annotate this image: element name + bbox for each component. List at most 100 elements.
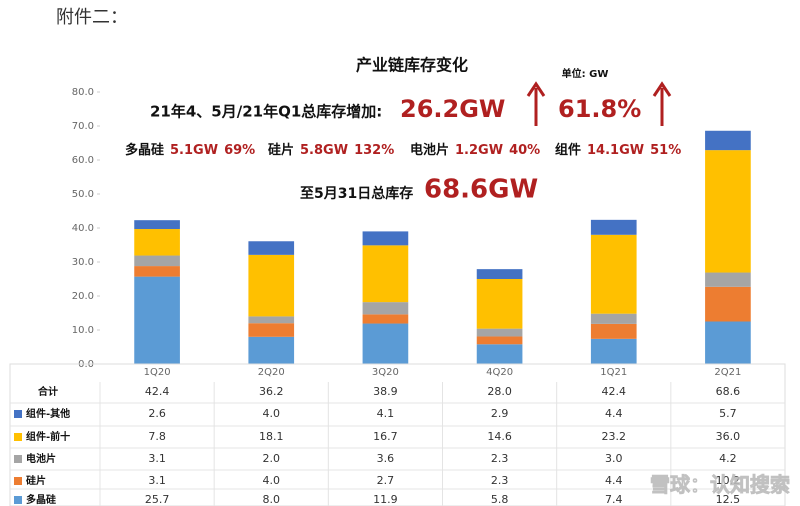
legend-label: 组件-前十 [26,430,70,443]
chart-title: 产业链库存变化 [356,56,468,75]
value-cell: 2.0 [263,452,281,465]
legend-swatch [14,455,22,463]
bar-segment [248,241,295,255]
legend-swatch [14,410,22,418]
table-frame [9,363,786,506]
bar-segment [248,336,295,364]
value-cell: 10.2 [716,474,741,487]
bar-segment [590,234,637,314]
value-cell: 2.9 [491,407,509,420]
bar-segment [705,272,751,287]
legend-label: 组件-其他 [26,407,70,420]
value-cell: 16.7 [373,430,398,443]
bar-segment [134,266,180,277]
item-name: 组件 [555,142,581,158]
unit: 单位: GW [562,67,609,80]
bar-segment [476,336,523,345]
item-pct: 69% [224,143,255,158]
bar-segment [248,316,295,324]
bar-segment [362,323,409,364]
value-cell: 14.6 [487,430,512,443]
legend-swatch [14,496,22,504]
bar-segment [362,245,409,303]
bar-segment [476,344,523,364]
value-cell: 4.1 [377,407,395,420]
item-value: 5.1GW [170,143,218,158]
item-pct: 51% [650,143,681,158]
x-tick-label: 3Q20 [372,367,399,378]
item-name: 电池片 [410,142,449,158]
value-cell: 23.2 [602,430,627,443]
bar-segment [362,314,409,324]
total-cell: 42.4 [602,385,627,398]
legend-label: 多晶硅 [26,493,56,506]
value-cell: 2.3 [491,474,509,487]
value-cell: 36.0 [716,430,741,443]
bar-segment [476,269,523,279]
total-name: 合计 [37,385,58,398]
increase-label: 21年4、5月/21年Q1总库存增加: [150,103,382,121]
bar-segment [134,229,180,256]
bar-segment [134,276,180,364]
bar-segment [590,323,637,339]
total-cell: 36.2 [259,385,284,398]
item: 电池片 1.2GW 40% [410,142,540,158]
value-cell: 12.5 [716,493,741,506]
increase-value: 26.2GW [400,95,505,123]
stock-value: 68.6GW [424,175,538,205]
value-cell: 4.0 [263,407,281,420]
value-cell: 2.7 [377,474,395,487]
bar-segment [590,219,637,235]
page-header: 附件二： [56,7,128,28]
y-tick-label: 50.0 [72,189,94,200]
x-tick-label: 1Q20 [144,367,171,378]
value-cell: 2.3 [491,452,509,465]
item-name: 硅片 [268,142,294,158]
value-cell: 3.1 [148,474,166,487]
item-pct: 40% [509,143,540,158]
arrow [652,81,672,126]
y-tick-label: 30.0 [72,257,94,268]
bar-segment [134,255,180,267]
bar-segment [705,286,751,322]
total-cell: 28.0 [487,385,512,398]
x-tick-label: 2Q21 [714,367,741,378]
y-tick-label: 70.0 [72,121,94,132]
legend-swatch [14,477,22,485]
y-tick-label: 10.0 [72,325,94,336]
item: 硅片 5.8GW 132% [268,142,394,158]
value-cell: 5.8 [491,493,509,506]
bar-segment [248,323,295,337]
value-cell: 3.1 [148,452,166,465]
arrow [526,81,546,126]
value-cell: 18.1 [259,430,284,443]
bar-segment [476,279,523,329]
watermark: 雪球：认知搜索 [650,473,790,497]
y-tick-label: 60.0 [72,155,94,166]
increase-pct: 61.8% [558,95,641,123]
value-cell: 11.9 [373,493,398,506]
x-tick-label: 1Q21 [600,367,627,378]
value-cell: 7.4 [605,493,623,506]
stock-label: 至5月31日总库存 [300,185,413,202]
item-value: 14.1GW [587,143,644,158]
item-row: 多晶硅 5.1GW 69% 硅片 5.8GW 132% 电池片 1.2GW 40% 组件 14.1G… [125,142,681,158]
item: 多晶硅 5.1GW 69% [125,142,255,158]
bar-segment [705,130,751,151]
value-cell: 4.0 [263,474,281,487]
value-cell: 4.2 [719,452,737,465]
bar-segment [362,302,409,315]
value-cell: 8.0 [263,493,281,506]
y-tick-label: 40.0 [72,223,94,234]
value-cell: 4.4 [605,474,623,487]
bar-segment [248,254,295,317]
legend-swatch [14,433,22,441]
value-cell: 2.6 [148,407,166,420]
total-cell: 42.4 [145,385,170,398]
item-pct: 132% [354,143,394,158]
y-tick-label: 20.0 [72,291,94,302]
value-cell: 25.7 [145,493,170,506]
legend-label: 电池片 [26,452,56,465]
y-tick-label: 80.0 [72,87,94,98]
